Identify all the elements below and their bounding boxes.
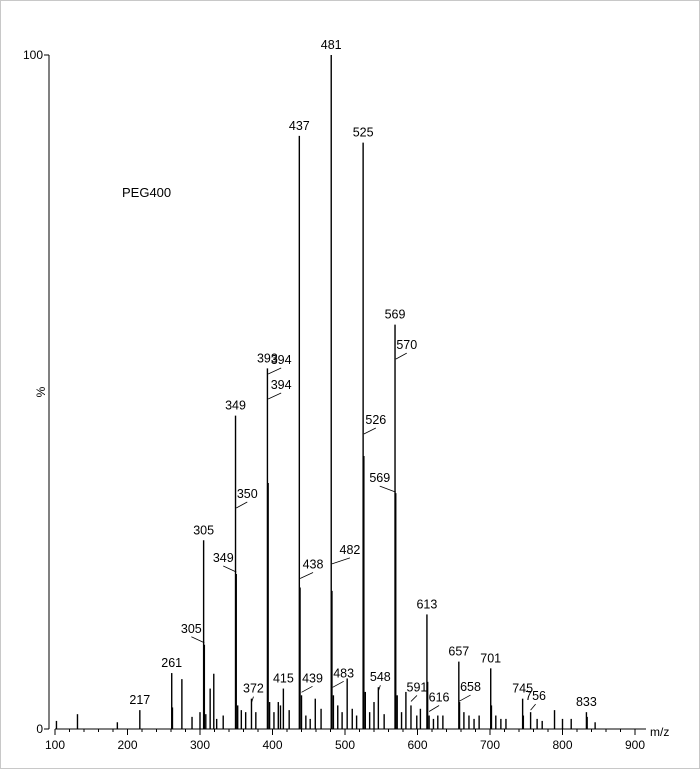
peak-label: 482	[340, 543, 361, 557]
peak-label: 394	[271, 378, 292, 392]
peak-label: 350	[237, 487, 258, 501]
peak-label: 658	[460, 680, 481, 694]
label-leader	[459, 694, 471, 702]
peak-label: 305	[193, 523, 214, 537]
label-leader	[267, 392, 282, 400]
peak-label: 526	[365, 413, 386, 427]
x-tick-label: 200	[117, 738, 137, 752]
peak-label: 569	[385, 308, 406, 322]
peak-label: 833	[576, 695, 597, 709]
label-leader	[267, 367, 282, 375]
peak-label: 570	[396, 338, 417, 352]
peaks	[55, 55, 596, 729]
peak-label: 745	[512, 682, 533, 696]
peak-label: 548	[370, 670, 391, 684]
peak-label: 415	[273, 672, 294, 686]
peak-label: 701	[480, 651, 501, 665]
peak-label: 481	[321, 38, 342, 52]
x-tick-label: 100	[45, 738, 65, 752]
label-leader	[236, 501, 248, 509]
peak-label: 438	[303, 557, 324, 571]
peak-label: 349	[213, 551, 234, 565]
label-leader	[377, 685, 381, 692]
label-leader	[223, 565, 237, 573]
label-leader	[428, 705, 440, 712]
peak-label: 261	[161, 656, 182, 670]
label-leader	[299, 572, 314, 579]
peak-label: 437	[289, 119, 310, 133]
label-leaders	[191, 352, 536, 712]
x-tick-label: 400	[262, 738, 282, 752]
label-leader	[379, 485, 396, 493]
peak-label: 657	[448, 645, 469, 659]
x-tick-label: 900	[625, 738, 645, 752]
peak-label: 756	[525, 689, 546, 703]
label-leader	[410, 695, 418, 702]
peak-label: 217	[129, 693, 150, 707]
x-tick-label: 600	[407, 738, 427, 752]
peak-label: 393	[257, 351, 278, 365]
x-tick-label: 300	[190, 738, 210, 752]
label-leader	[251, 696, 254, 703]
label-leader	[530, 703, 536, 711]
label-leader	[363, 427, 377, 435]
peak-label: 394	[271, 353, 292, 367]
peak-label: 613	[416, 597, 437, 611]
peak-label: 483	[333, 666, 354, 680]
y-tick-label: 100	[23, 48, 43, 62]
x-axis-label: m/z	[650, 725, 669, 739]
x-tick-label: 700	[480, 738, 500, 752]
label-leader	[331, 557, 351, 565]
peak-label: 349	[225, 399, 246, 413]
label-leader	[301, 685, 313, 693]
peak-label: 569	[369, 471, 390, 485]
label-leader	[395, 352, 407, 360]
label-leader	[332, 680, 344, 688]
label-leader	[191, 636, 205, 644]
chart-annotation: PEG400	[122, 185, 171, 200]
peak-label: 439	[302, 671, 323, 685]
x-tick-label: 800	[552, 738, 572, 752]
peak-label: 525	[353, 126, 374, 140]
peak-label: 616	[429, 691, 450, 705]
peak-label: 305	[181, 622, 202, 636]
y-tick-label: 0	[36, 722, 43, 736]
peak-labels: 481 437 525 569 393 349 482 569 526 305 349 305 438 3…	[129, 38, 597, 709]
x-tick-label: 500	[335, 738, 355, 752]
y-axis-label: %	[34, 386, 48, 397]
peak-label: 372	[243, 682, 264, 696]
peak-label: 591	[407, 680, 428, 694]
